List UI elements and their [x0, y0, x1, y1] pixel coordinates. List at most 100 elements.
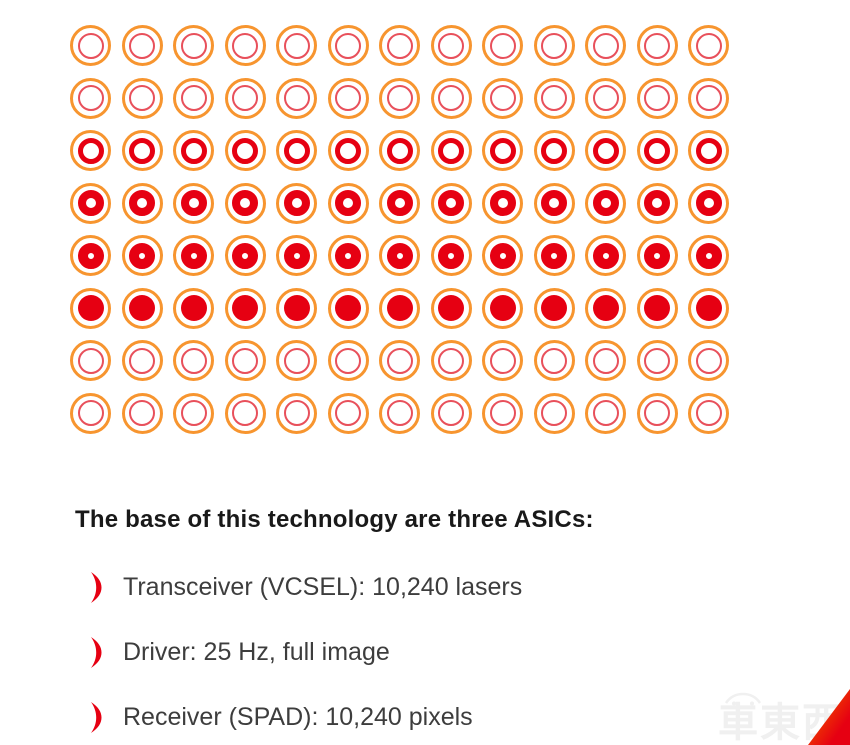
laser-dot	[327, 392, 369, 434]
laser-dot-inner	[489, 190, 516, 216]
laser-dot-inner	[695, 400, 722, 426]
laser-dot-inner	[232, 85, 258, 111]
laser-dot	[379, 392, 420, 434]
laser-dot-inner	[283, 242, 310, 269]
laser-dot-inner	[644, 242, 670, 269]
laser-dot-inner	[77, 32, 104, 59]
laser-dot	[379, 235, 420, 276]
laser-dot-inner	[129, 295, 155, 321]
laser-dot	[173, 25, 214, 66]
laser-dot	[327, 130, 369, 171]
laser-dot	[430, 340, 472, 381]
laser-dot	[636, 287, 678, 329]
laser-dot-inner	[77, 400, 104, 426]
list-item: Receiver (SPAD): 10,240 pixels	[88, 700, 522, 734]
laser-dot	[585, 340, 626, 381]
laser-dot	[121, 392, 163, 434]
laser-dot	[224, 182, 266, 224]
laser-dot	[430, 287, 472, 329]
laser-dot-inner	[129, 85, 155, 111]
laser-dot	[276, 235, 317, 276]
laser-dot-inner	[386, 242, 413, 269]
laser-dot-inner	[283, 400, 310, 426]
laser-dot-inner	[386, 85, 413, 111]
laser-dot-inner	[129, 400, 155, 426]
laser-dot	[276, 25, 317, 66]
laser-dot	[482, 235, 523, 276]
laser-dot-inner	[541, 295, 567, 321]
laser-dot	[70, 392, 111, 434]
laser-dot-inner	[438, 137, 464, 164]
laser-dot	[224, 235, 266, 276]
laser-dot	[379, 287, 420, 329]
laser-dot-inner	[335, 32, 361, 59]
laser-dot-inner	[489, 347, 516, 374]
list-item: Transceiver (VCSEL): 10,240 lasers	[88, 570, 522, 604]
laser-dot-inner	[489, 32, 516, 59]
laser-dot	[688, 130, 729, 171]
laser-dot-inner	[489, 400, 516, 426]
laser-dot	[173, 287, 214, 329]
laser-dot	[173, 130, 214, 171]
laser-dot-inner	[180, 400, 207, 426]
laser-dot	[379, 77, 420, 119]
section-heading: The base of this technology are three AS…	[75, 506, 594, 533]
crescent-bullet-icon	[91, 571, 102, 603]
laser-dot	[636, 182, 678, 224]
laser-dot-inner	[180, 347, 207, 374]
laser-dot	[430, 130, 472, 171]
laser-dot	[482, 287, 523, 329]
laser-dot	[70, 182, 111, 224]
laser-dot-inner	[592, 242, 619, 269]
laser-dot	[121, 25, 163, 66]
laser-dot-inner	[180, 32, 207, 59]
laser-dot-inner	[77, 295, 104, 321]
laser-dot	[688, 182, 729, 224]
laser-dot	[70, 130, 111, 171]
laser-dot	[688, 25, 729, 66]
laser-dot	[636, 392, 678, 434]
laser-dot-inner	[438, 242, 464, 269]
laser-dot-inner	[77, 137, 104, 164]
laser-dot-inner	[695, 137, 722, 164]
crescent-bullet-icon	[91, 701, 102, 733]
laser-dot-inner	[283, 295, 310, 321]
laser-dot	[173, 182, 214, 224]
laser-dot-inner	[232, 32, 258, 59]
laser-dot-inner	[489, 295, 516, 321]
laser-dot-inner	[232, 295, 258, 321]
laser-dot	[585, 392, 626, 434]
laser-dot	[70, 235, 111, 276]
laser-dot	[430, 77, 472, 119]
laser-dot-inner	[644, 295, 670, 321]
laser-dot	[533, 25, 575, 66]
laser-dot-inner	[438, 400, 464, 426]
laser-dot-inner	[335, 347, 361, 374]
laser-dot	[121, 130, 163, 171]
laser-dot-inner	[695, 85, 722, 111]
laser-dot	[482, 130, 523, 171]
laser-dot	[585, 130, 626, 171]
laser-dot-inner	[438, 347, 464, 374]
laser-dot	[173, 340, 214, 381]
laser-dot-inner	[129, 137, 155, 164]
laser-dot-inner	[644, 137, 670, 164]
laser-dot-inner	[180, 295, 207, 321]
laser-dot	[327, 182, 369, 224]
laser-dot	[482, 77, 523, 119]
laser-dot	[70, 25, 111, 66]
laser-dot	[327, 25, 369, 66]
laser-dot-inner	[283, 190, 310, 216]
laser-dot	[379, 25, 420, 66]
laser-dot-inner	[644, 85, 670, 111]
laser-dot-inner	[541, 347, 567, 374]
laser-dot-inner	[335, 190, 361, 216]
laser-dot-inner	[644, 347, 670, 374]
laser-dot-inner	[592, 190, 619, 216]
laser-dot-inner	[386, 190, 413, 216]
laser-dot	[224, 130, 266, 171]
laser-dot	[585, 182, 626, 224]
laser-dot-inner	[335, 242, 361, 269]
laser-dot-inner	[129, 190, 155, 216]
laser-dot-inner	[592, 137, 619, 164]
